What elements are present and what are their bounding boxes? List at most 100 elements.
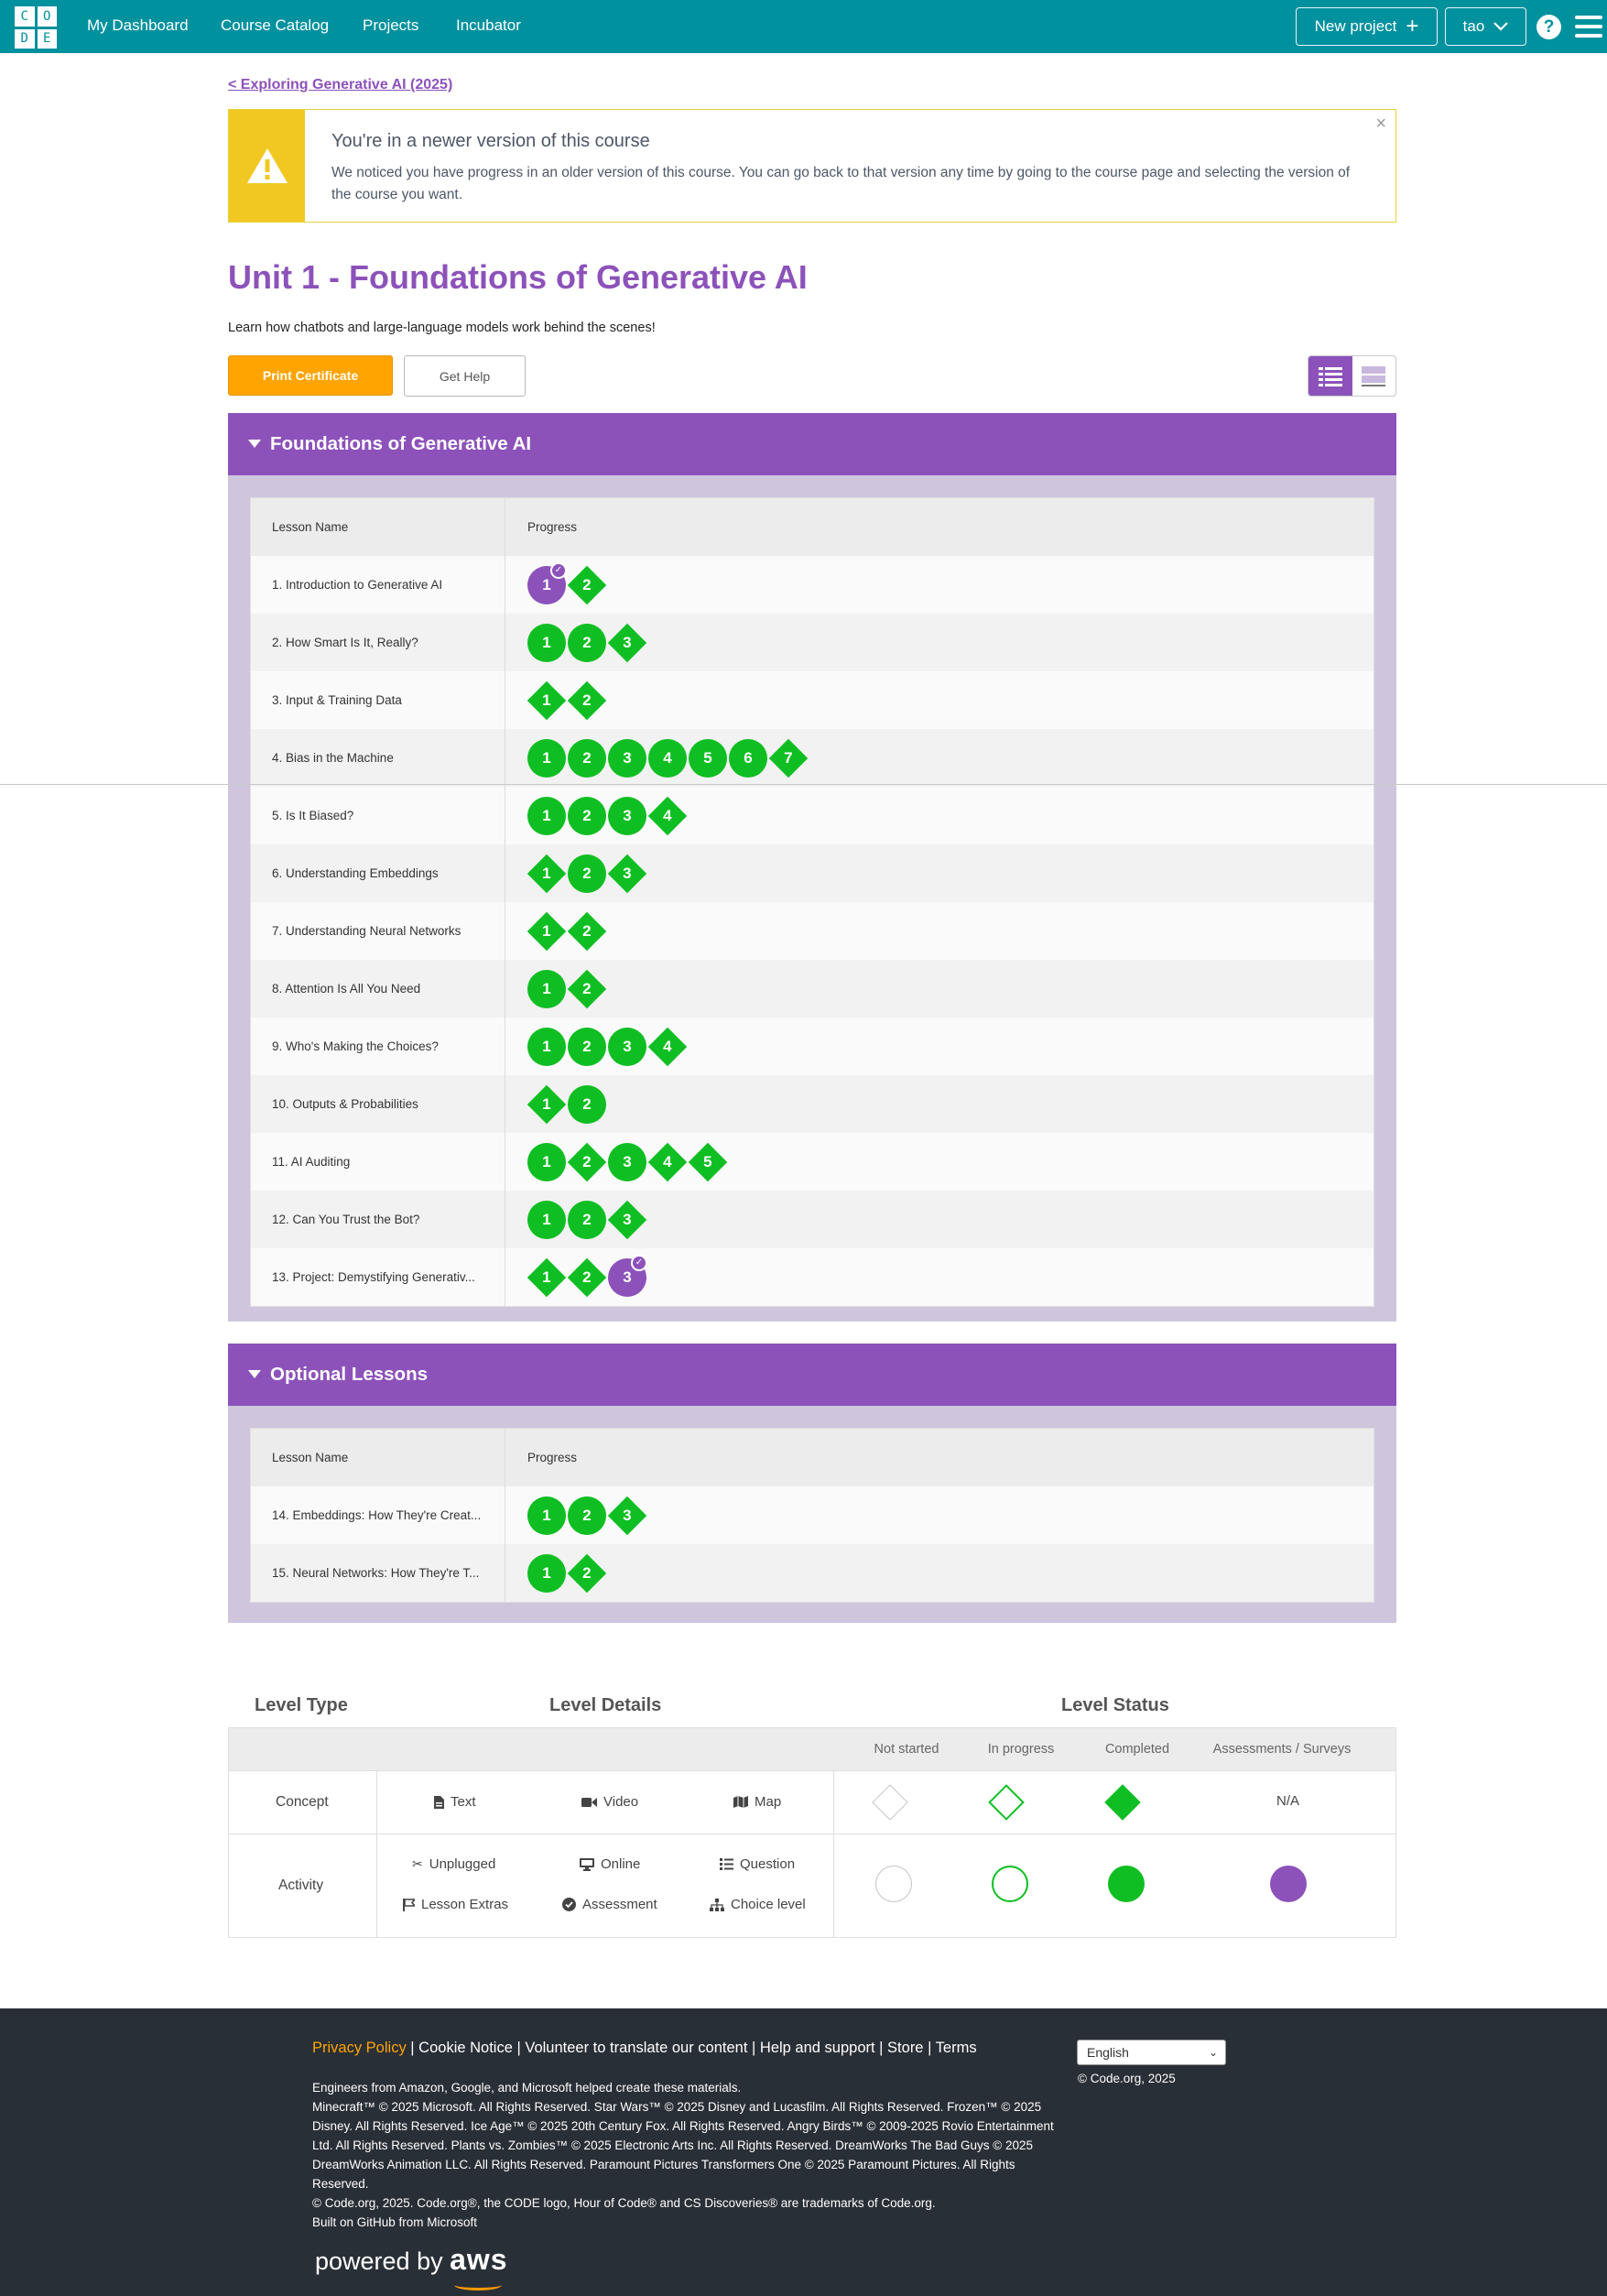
level-circle-bubble[interactable]: 5: [689, 738, 727, 778]
level-diamond-bubble[interactable]: 4: [647, 1027, 688, 1066]
new-project-button[interactable]: New project +: [1296, 7, 1438, 46]
level-circle-bubble[interactable]: 1: [527, 1142, 566, 1181]
footer-link-terms[interactable]: Terms: [935, 2040, 977, 2056]
user-menu-button[interactable]: tao: [1445, 7, 1526, 46]
level-diamond-bubble[interactable]: 4: [647, 796, 688, 835]
lesson-name-link[interactable]: 6. Understanding Embeddings: [251, 844, 505, 902]
footer-link-help[interactable]: Help and support: [759, 2040, 875, 2056]
level-circle-bubble[interactable]: 1: [527, 738, 566, 778]
level-circle-bubble[interactable]: 2: [568, 1084, 606, 1124]
lesson-name-link[interactable]: 7. Understanding Neural Networks: [251, 902, 505, 960]
notice-text: We noticed you have progress in an older…: [331, 165, 1351, 202]
level-diamond-bubble[interactable]: 1: [527, 1257, 567, 1297]
level-circle-bubble[interactable]: 4: [648, 738, 687, 778]
level-diamond-bubble[interactable]: 2: [567, 1257, 607, 1297]
level-circle-bubble[interactable]: 2: [568, 1027, 606, 1066]
level-circle-bubble[interactable]: 1 ✓: [527, 561, 567, 604]
print-certificate-button[interactable]: Print Certificate: [228, 355, 393, 396]
level-circle-bubble[interactable]: 3: [608, 796, 646, 835]
lesson-name-link[interactable]: 13. Project: Demystifying Generativ...: [251, 1248, 505, 1306]
lesson-name-link[interactable]: 9. Who's Making the Choices?: [251, 1017, 505, 1075]
level-diamond-bubble[interactable]: 2: [567, 969, 607, 1008]
lesson-name-link[interactable]: 14. Embeddings: How They're Creat...: [251, 1486, 505, 1544]
level-circle-bubble[interactable]: 1: [527, 1027, 566, 1066]
lesson-name-link[interactable]: 10. Outputs & Probabilities: [251, 1075, 505, 1133]
level-diamond-bubble[interactable]: 2: [567, 680, 607, 720]
nav-projects[interactable]: Projects: [363, 16, 419, 34]
lesson-name-link[interactable]: 1. Introduction to Generative AI: [251, 556, 505, 614]
nav-course-catalog[interactable]: Course Catalog: [221, 16, 330, 34]
level-number: 2: [582, 1152, 592, 1170]
nav-my-dashboard[interactable]: My Dashboard: [87, 16, 189, 34]
level-circle-bubble[interactable]: 2: [568, 1200, 606, 1239]
level-diamond-bubble[interactable]: 3: [607, 1496, 647, 1535]
level-diamond-bubble[interactable]: 2: [567, 1142, 607, 1181]
footer-line: Engineers from Amazon, Google, and Micro…: [312, 2081, 742, 2095]
code-logo[interactable]: C O D E: [15, 6, 57, 49]
level-circle-bubble[interactable]: 3: [608, 738, 646, 778]
level-diamond-bubble[interactable]: 7: [768, 738, 809, 778]
group-header[interactable]: Optional Lessons: [228, 1344, 1396, 1406]
level-diamond-bubble[interactable]: 3: [607, 854, 647, 893]
close-icon[interactable]: ×: [1375, 114, 1386, 134]
assessment-circle-icon: [1270, 1866, 1307, 1902]
level-circle-bubble[interactable]: 1: [527, 1496, 566, 1535]
level-number: 1: [527, 1553, 566, 1593]
level-diamond-bubble[interactable]: 1: [527, 854, 567, 893]
lesson-name-link[interactable]: 15. Neural Networks: How They're T...: [251, 1544, 505, 1602]
group-title: Optional Lessons: [270, 1364, 428, 1385]
lesson-name-link[interactable]: 8. Attention Is All You Need: [251, 960, 505, 1017]
nav-incubator[interactable]: Incubator: [456, 16, 521, 34]
level-circle-bubble[interactable]: 1: [527, 623, 566, 662]
level-circle-bubble[interactable]: 1: [527, 796, 566, 835]
level-diamond-bubble[interactable]: 4: [647, 1142, 688, 1181]
level-diamond-bubble[interactable]: 3: [607, 1200, 647, 1239]
version-notice: You're in a newer version of this course…: [228, 109, 1396, 223]
level-circle-bubble[interactable]: 2: [568, 854, 606, 893]
language-select[interactable]: English ⌄: [1077, 2040, 1226, 2065]
lesson-name-link[interactable]: 12. Can You Trust the Bot?: [251, 1191, 505, 1248]
level-diamond-bubble[interactable]: 1: [527, 1084, 567, 1124]
lesson-name-link[interactable]: 2. How Smart Is It, Really?: [251, 614, 505, 671]
table-row: 9. Who's Making the Choices? 1 2 3 4: [251, 1017, 1374, 1075]
progress-bubbles: 1 ✓ 2: [527, 561, 607, 604]
level-diamond-bubble[interactable]: 2: [567, 1553, 607, 1593]
footer-link-volunteer[interactable]: Volunteer to translate our content: [525, 2040, 748, 2056]
level-circle-bubble[interactable]: 2: [568, 1496, 606, 1535]
level-diamond-bubble[interactable]: 5: [688, 1142, 728, 1181]
level-number: 1: [527, 1200, 566, 1239]
level-diamond-bubble[interactable]: 3: [607, 623, 647, 662]
lesson-name-link[interactable]: 11. AI Auditing: [251, 1133, 505, 1191]
footer-link-store[interactable]: Store: [887, 2040, 924, 2056]
breadcrumb-course-link[interactable]: < Exploring Generative AI (2025): [228, 77, 453, 92]
lesson-name-link[interactable]: 4. Bias in the Machine: [251, 729, 505, 787]
level-circle-bubble[interactable]: 1: [527, 1200, 566, 1239]
level-number: 3: [608, 1142, 646, 1181]
level-diamond-bubble[interactable]: 1: [527, 911, 567, 951]
group-header[interactable]: Foundations of Generative AI: [228, 413, 1396, 475]
level-circle-bubble[interactable]: 1: [527, 1553, 566, 1593]
level-circle-bubble[interactable]: 6: [729, 738, 767, 778]
footer-link-cookie-notice[interactable]: Cookie Notice: [418, 2040, 513, 2056]
level-circle-bubble[interactable]: 2: [568, 738, 606, 778]
detail-view-button[interactable]: [1308, 356, 1352, 396]
level-diamond-bubble[interactable]: 1: [527, 680, 567, 720]
help-icon[interactable]: ?: [1536, 15, 1561, 39]
footer-link-privacy-policy[interactable]: Privacy Policy: [312, 2040, 407, 2056]
level-circle-bubble[interactable]: 2: [568, 796, 606, 835]
level-circle-bubble[interactable]: 1: [527, 969, 566, 1008]
lesson-name-link[interactable]: 3. Input & Training Data: [251, 671, 505, 729]
summary-view-button[interactable]: [1352, 356, 1396, 396]
level-circle-bubble[interactable]: 3: [608, 1142, 646, 1181]
hamburger-menu-icon[interactable]: [1575, 16, 1602, 38]
level-circle-bubble[interactable]: 2: [568, 623, 606, 662]
level-circle-bubble[interactable]: 3: [608, 1027, 646, 1066]
get-help-button[interactable]: Get Help: [404, 355, 526, 397]
level-diamond-bubble[interactable]: 2: [567, 911, 607, 951]
lesson-name-link[interactable]: 5. Is It Biased?: [251, 787, 505, 844]
table-row: 11. AI Auditing 1 2 3 4 5: [251, 1133, 1374, 1191]
level-circle-bubble[interactable]: 3 ✓: [608, 1254, 647, 1297]
level-diamond-bubble[interactable]: 2: [567, 565, 607, 604]
